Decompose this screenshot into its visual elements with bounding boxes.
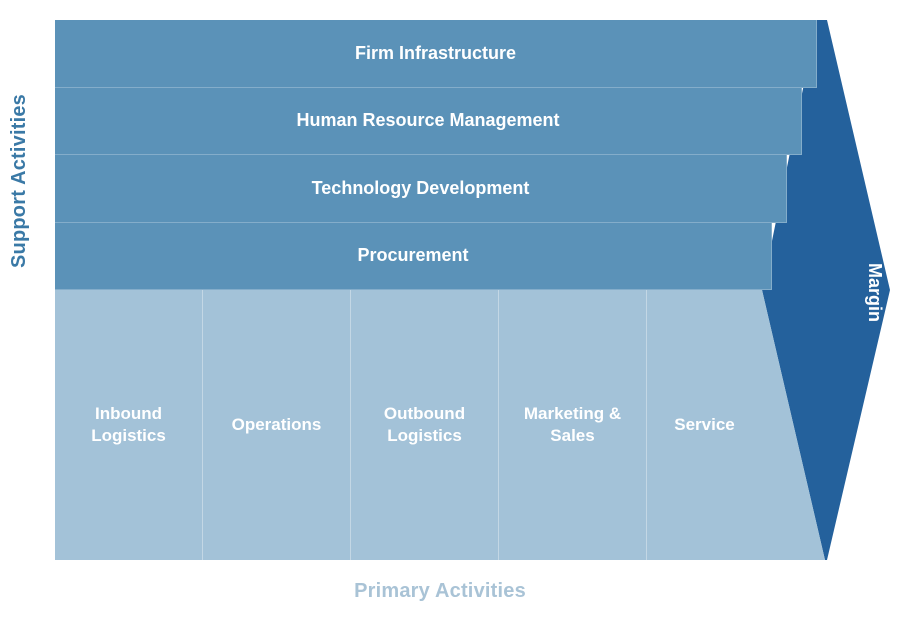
value-chain-diagram: Firm Infrastructure Human Resource Manage… (55, 20, 890, 580)
primary-col-1: Operations (203, 290, 351, 560)
primary-col-label: Inbound Logistics (65, 403, 192, 447)
primary-activities-block: Inbound Logistics Operations Outbound Logi… (55, 290, 825, 560)
support-row-3: Procurement (55, 223, 772, 291)
primary-activities-axis-label: Primary Activities (55, 580, 825, 603)
margin-label-text: Margin (865, 263, 885, 322)
support-row-label: Firm Infrastructure (355, 43, 516, 64)
chart-body: Firm Infrastructure Human Resource Manage… (55, 20, 825, 560)
primary-col-label: Outbound Logistics (361, 403, 488, 447)
primary-col-3: Marketing & Sales (499, 290, 647, 560)
primary-col-label: Operations (232, 414, 322, 436)
support-row-2: Technology Development (55, 155, 787, 223)
support-row-label: Procurement (357, 245, 468, 266)
primary-col-0: Inbound Logistics (55, 290, 203, 560)
support-activities-axis-label: Support Activities (8, 94, 31, 268)
support-row-label: Technology Development (312, 178, 530, 199)
primary-activities-axis-text: Primary Activities (354, 580, 526, 602)
primary-col-4: Service (647, 290, 762, 560)
margin-label: Margin (864, 263, 885, 322)
support-row-1: Human Resource Management (55, 88, 802, 156)
primary-col-label: Marketing & Sales (509, 403, 636, 447)
primary-col-2: Outbound Logistics (351, 290, 499, 560)
support-activities-block: Firm Infrastructure Human Resource Manage… (55, 20, 825, 290)
support-row-0: Firm Infrastructure (55, 20, 817, 88)
primary-col-label: Service (674, 414, 735, 436)
support-row-label: Human Resource Management (296, 110, 559, 131)
support-activities-axis-text: Support Activities (8, 94, 30, 268)
